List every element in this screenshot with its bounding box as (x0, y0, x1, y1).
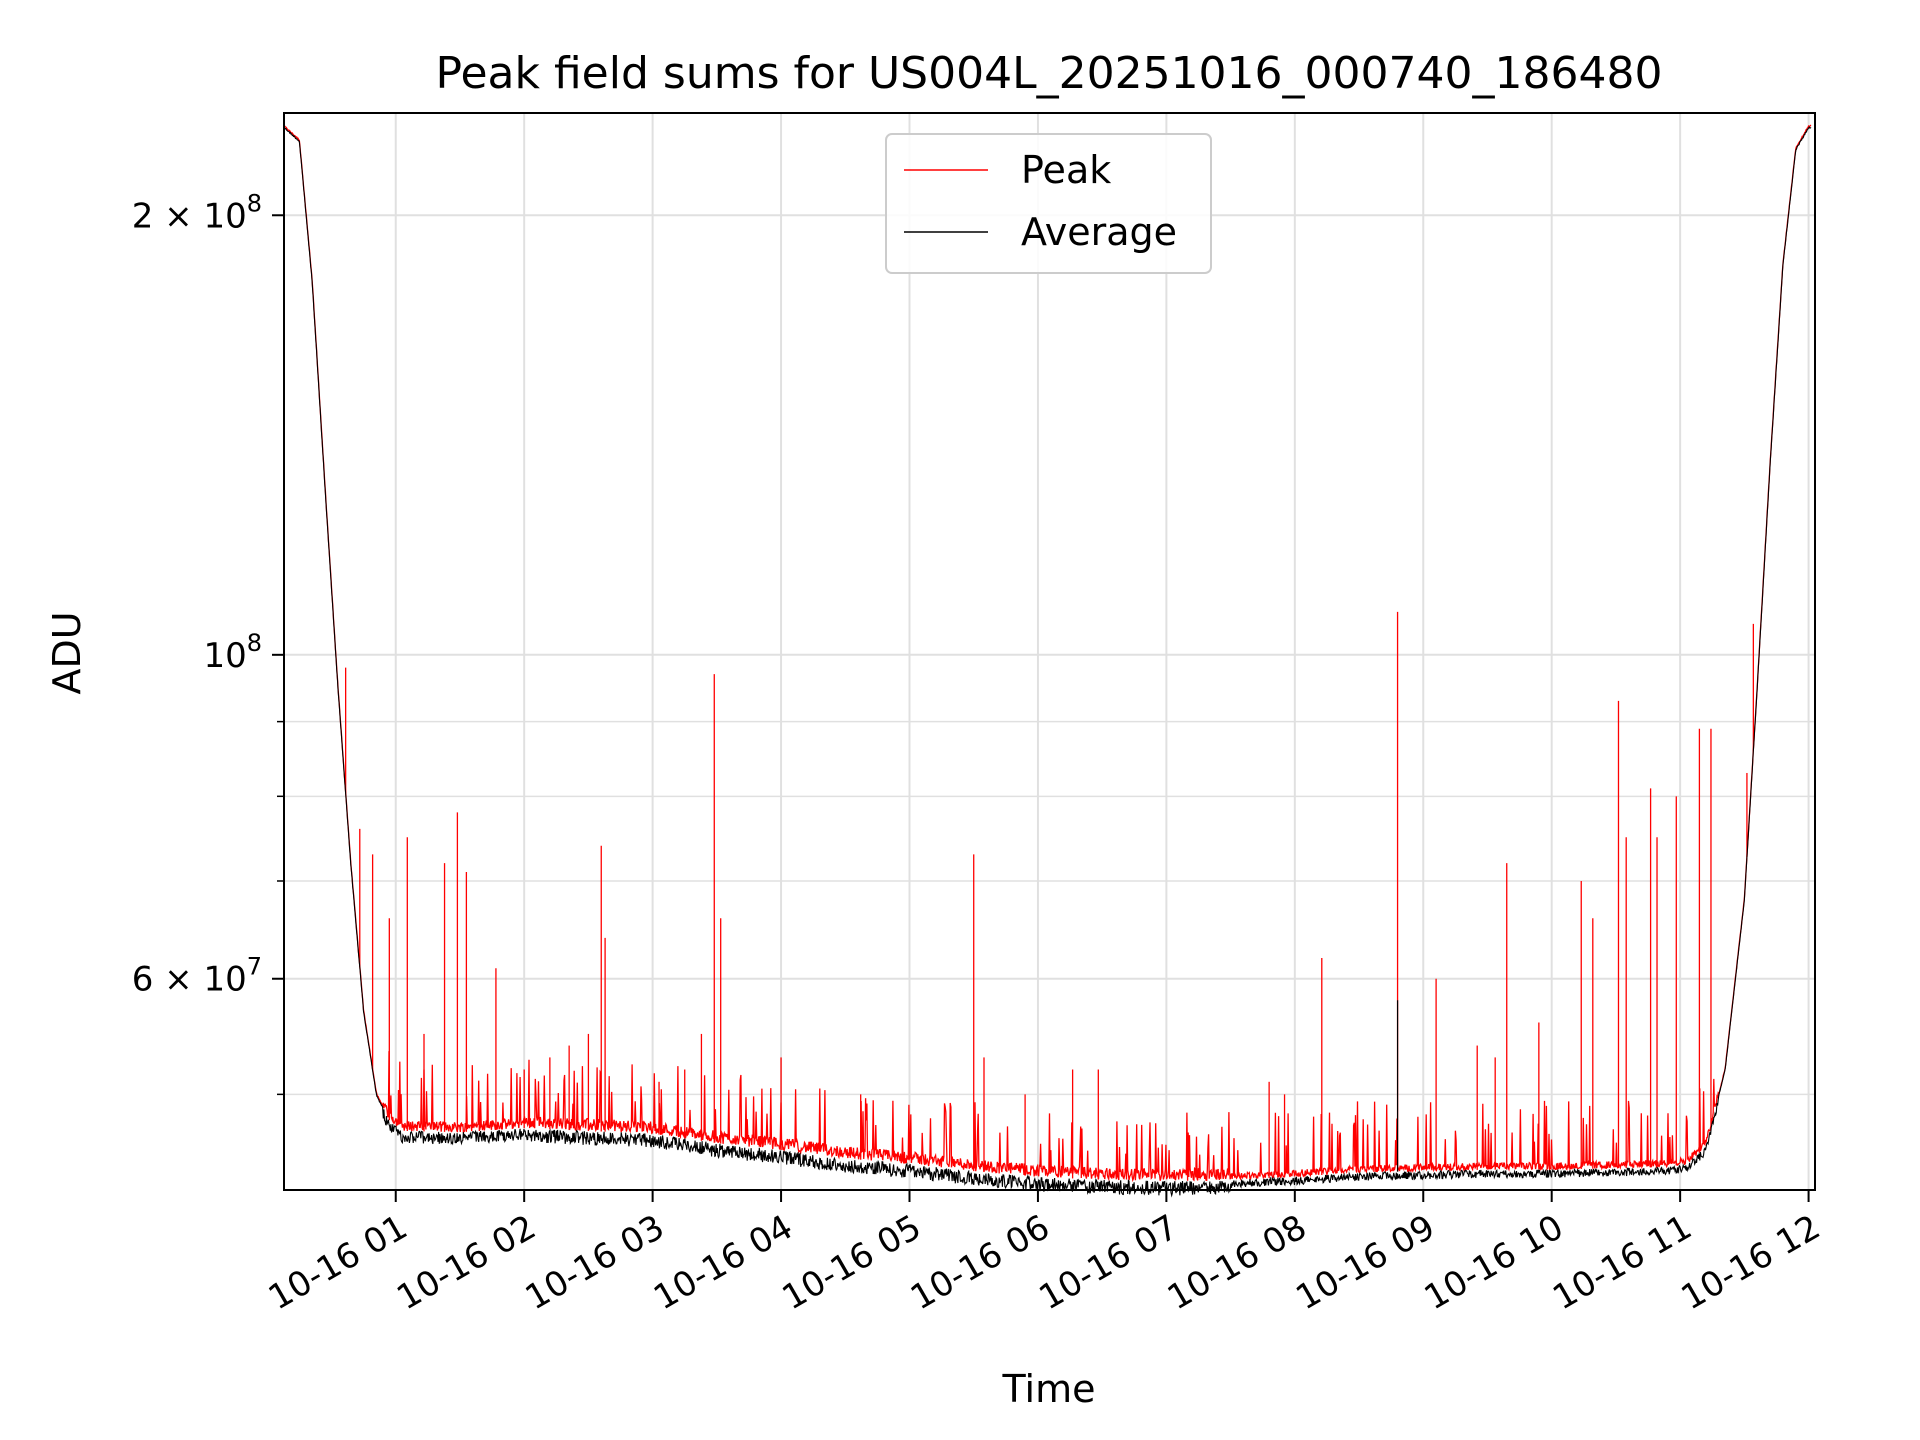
peak-series-line (283, 124, 1812, 1183)
legend[interactable]: Peak Average (885, 133, 1212, 274)
y-axis-label: ADU (45, 611, 89, 694)
series-layer (283, 124, 1812, 1198)
legend-average-label: Average (1021, 210, 1177, 254)
y-tick-label: 6 × 107 (132, 953, 262, 1000)
legend-peak-label: Peak (1021, 148, 1111, 192)
legend-box (885, 133, 1212, 274)
y-tick-label: 2 × 108 (132, 189, 262, 236)
average-series-line (283, 126, 1812, 1198)
x-axis-label: Time (1002, 1367, 1096, 1411)
plot-frame (283, 112, 1816, 1191)
chart-title: Peak field sums for US004L_20251016_0007… (436, 48, 1663, 99)
